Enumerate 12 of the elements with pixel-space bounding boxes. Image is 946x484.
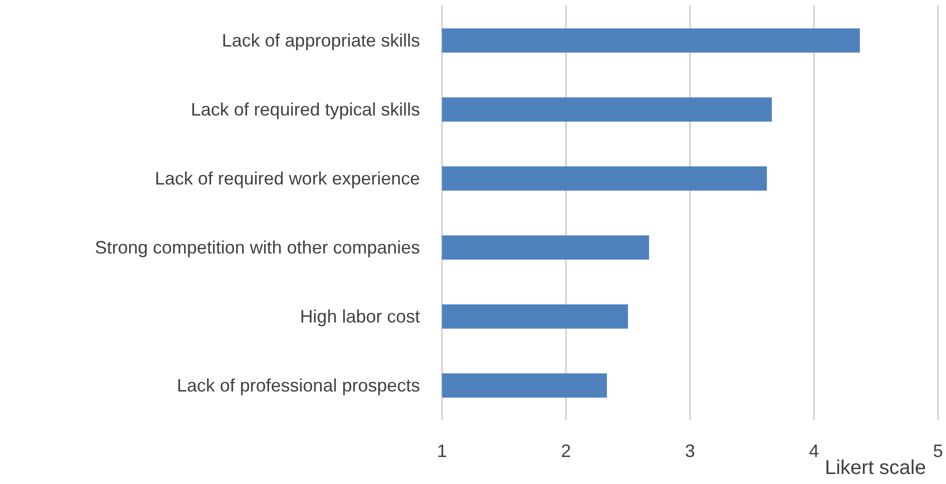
x-tick-label: 5 <box>932 441 943 461</box>
y-tick-label: High labor cost <box>300 306 420 326</box>
x-tick-label: 1 <box>436 441 448 461</box>
x-tick-label: 3 <box>684 441 696 461</box>
x-axis-title: Likert scale <box>824 457 926 479</box>
y-tick-label: Lack of professional prospects <box>176 376 420 396</box>
y-tick-label: Lack of required typical skills <box>190 100 420 120</box>
y-tick-label: Lack of appropriate skills <box>222 30 420 50</box>
y-tick-label: Strong competition with other companies <box>94 238 420 258</box>
x-tick-label: 2 <box>560 441 572 461</box>
x-tick-label: 4 <box>808 441 820 461</box>
y-tick-label: Lack of required work experience <box>154 168 420 188</box>
